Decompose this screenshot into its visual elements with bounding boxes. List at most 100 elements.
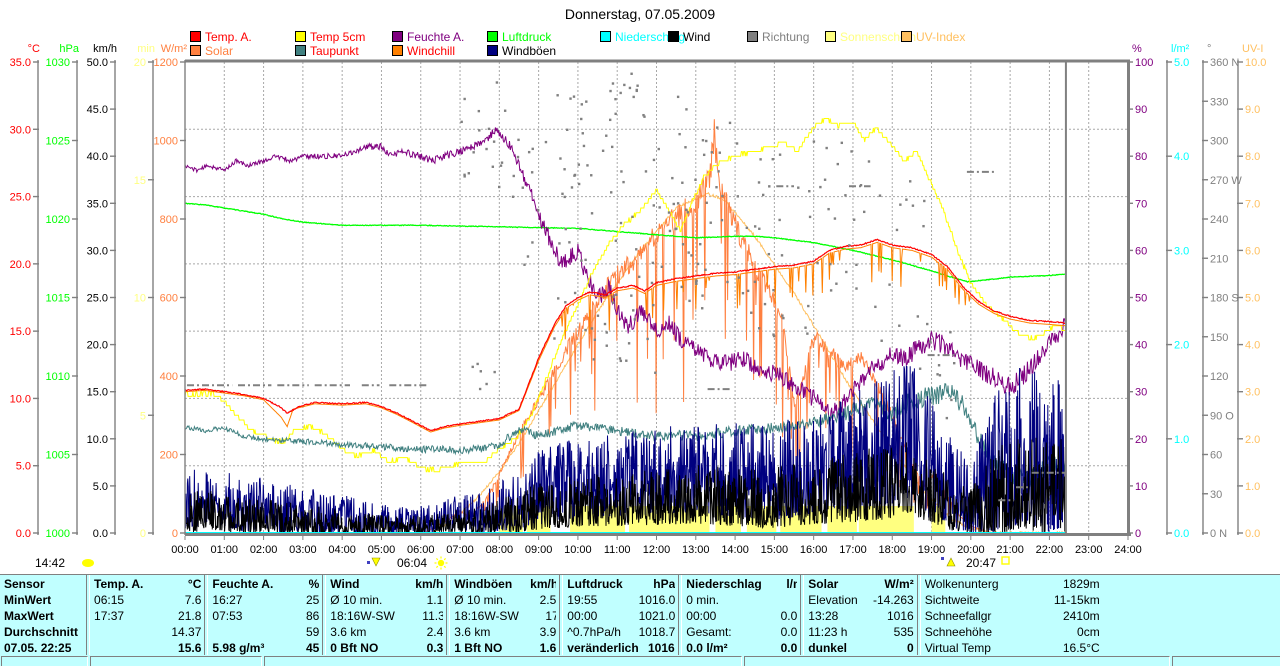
legend-item-feuchte-a-: Feuchte A.: [392, 30, 465, 44]
status-panel-1: [1, 656, 88, 666]
table-cell: 0.0 l/m² 0.0: [686, 641, 798, 655]
column-divider: [86, 575, 91, 656]
row-label: 07.05. 22:25: [4, 641, 72, 655]
axis-label: hPa: [59, 43, 79, 55]
axis-label: UV-I: [1242, 43, 1263, 55]
axis-label: 15:00: [761, 544, 789, 556]
axis-label: 20.0: [10, 259, 31, 271]
table-cell: 59: [305, 625, 320, 639]
axis-label: 20.0: [87, 340, 108, 352]
legend-item-taupunkt: Taupunkt: [295, 44, 359, 58]
axis-label: 1200: [154, 57, 178, 69]
table-column-temp-a: Temp. A. °C 06:15 7.6 17:37 21.8 14.37 15.6: [90, 575, 204, 656]
table-cell: 1 Bft NO 1.6: [454, 641, 557, 655]
table-cell: 00:00 0.0: [686, 609, 798, 623]
table-cell: 06:15 7.6: [94, 593, 202, 607]
plot-area[interactable]: [185, 62, 1128, 533]
time-axis: 00:00 01:00 02:00 03:00 04:00 05:00 06:00 07:00…: [171, 536, 1142, 556]
status-bar: [0, 655, 1280, 666]
axis-label: 10.0: [10, 393, 31, 405]
table-cell: Sichtweite 11-15km: [924, 593, 1100, 607]
table-column-info: Wolkenunterg 1829m Sichtweite 11-15km Schnee…: [921, 575, 1280, 656]
axis-label: 4.0: [1245, 340, 1260, 352]
axis-label: 1025: [46, 136, 70, 148]
legend-item-richtung: Richtung: [747, 30, 809, 44]
axis-label: 1015: [46, 293, 70, 305]
legend-label: Solar: [205, 44, 234, 58]
column-divider: [322, 575, 327, 656]
axis-label: 200: [160, 450, 178, 462]
axis-label: 0: [172, 528, 178, 540]
sunset-icon: [1001, 556, 1010, 565]
table-cell: 11:23 h 535: [808, 625, 914, 639]
axis-label: °: [1207, 43, 1211, 55]
legend-label: Temp 5cm: [310, 30, 366, 44]
axis-label: 0 N: [1210, 528, 1227, 540]
axis-label: km/h: [93, 43, 117, 55]
axis-label: 0: [140, 528, 146, 540]
axis-label: 1000: [46, 528, 70, 540]
axis-label: 90 O: [1210, 410, 1234, 422]
axis-label: 30: [1135, 387, 1147, 399]
axis-label: 5.0: [16, 461, 31, 473]
axis-label: 70: [1135, 198, 1147, 210]
series-temp-a-: [184, 238, 1066, 432]
legend-color-box: [487, 45, 498, 56]
series-luftdruck: [184, 202, 1067, 283]
axis-label: 13:00: [682, 544, 710, 556]
table-cell: 00:00 1021.0: [567, 609, 676, 623]
axis-label: 15.0: [10, 326, 31, 338]
axis-label: 3.0: [1174, 245, 1189, 257]
table-cell: Schneehöhe 0cm: [924, 625, 1100, 639]
axis-label: 25.0: [10, 192, 31, 204]
axis-label: 10.0: [1245, 57, 1266, 69]
axis-label: 300: [1210, 136, 1228, 148]
axis-label: 18:00: [878, 544, 906, 556]
axis-label: 1030: [46, 57, 70, 69]
legend-label: Feuchte A.: [407, 30, 465, 44]
legend-color-box: [392, 31, 403, 42]
axis-lm2: l/m² 0.0 1.0 2.0 3.0 4.0 5.0: [1166, 43, 1190, 540]
legend-color-box: [295, 31, 306, 42]
axis-label: 0: [1135, 528, 1141, 540]
table-cell: 16:27 25: [212, 593, 320, 607]
axis-label: 4.0: [1174, 151, 1189, 163]
legend-color-box: [747, 31, 758, 42]
axis-label: 15.0: [87, 387, 108, 399]
table-cell: 14.37: [171, 625, 202, 639]
axis-label: 07:00: [446, 544, 474, 556]
axis-label: 5: [140, 410, 146, 422]
axis-label: 10: [1135, 481, 1147, 493]
legend-item-uv-index: UV-Index: [901, 30, 965, 44]
axis-label: 20:00: [957, 544, 985, 556]
status-panel-3: [264, 656, 742, 666]
axis-label: 210: [1210, 253, 1228, 265]
status-panel-2: [90, 656, 262, 666]
page-title: Donnerstag, 07.05.2009: [564, 6, 716, 22]
axis-label: 08:00: [486, 544, 514, 556]
axis-label: 00:00: [171, 544, 199, 556]
legend-color-box: [600, 31, 611, 42]
axis-label: 24:00: [1114, 544, 1142, 556]
axis-label: 06:04: [397, 556, 427, 570]
table-cell: Ø 10 min. 2.5: [454, 593, 557, 607]
table-cell: 18:16 W-SW 11.3: [330, 609, 444, 623]
row-label: MaxWert: [4, 609, 54, 623]
legend-color-box: [190, 45, 201, 56]
column-divider: [204, 575, 209, 656]
column-divider: [678, 575, 683, 656]
axis-label: 9.0: [1245, 104, 1260, 116]
table-cell: 13:28 1016: [808, 609, 914, 623]
legend-label: Temp. A.: [205, 30, 252, 44]
legend-color-box: [295, 45, 306, 56]
axis-label: 16:00: [800, 544, 828, 556]
axis-min: min 0 5 10 15 20: [134, 43, 155, 540]
axis-label: 06:00: [407, 544, 435, 556]
legend-color-box: [668, 31, 679, 42]
row-label: Sensor: [4, 577, 45, 591]
legend-item-wind: Wind: [668, 30, 710, 44]
table-column-wind: Wind km/h Ø 10 min. 1.1 18:16 W-SW 11.3 3.6 km 2…: [326, 575, 446, 656]
